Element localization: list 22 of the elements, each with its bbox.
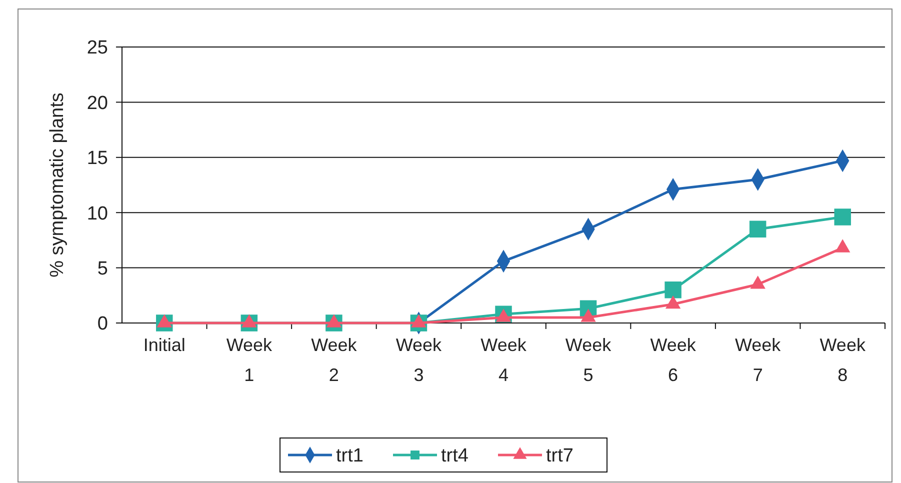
point: [664, 282, 682, 298]
x-tick-label: Initial: [143, 335, 186, 355]
x-tick-label: Week 5: [565, 335, 612, 385]
y-tick-label: 10: [86, 203, 108, 224]
x-tick-label: Week 3: [396, 335, 443, 385]
x-tick-label: Week 7: [734, 335, 782, 385]
legend-label: trt1: [336, 446, 364, 467]
legend-label: trt7: [546, 446, 574, 467]
x-tick-label: Week 6: [650, 335, 697, 385]
x-tick-label: Week 1: [226, 335, 274, 385]
legend-label: trt4: [441, 446, 469, 467]
point: [749, 220, 766, 238]
y-tick-label: 15: [86, 148, 108, 170]
y-tick-label: 25: [86, 38, 108, 59]
y-tick-label: 20: [86, 92, 108, 114]
y-axis-title: % symptomatic plants: [47, 92, 68, 278]
point: [834, 208, 851, 226]
y-tick-label: 0: [97, 314, 108, 335]
x-tick-label: Week 2: [311, 335, 358, 385]
x-tick-label: Week 4: [480, 335, 528, 385]
x-tick-label: Week 8: [820, 335, 866, 385]
y-tick-label: 5: [97, 258, 108, 280]
